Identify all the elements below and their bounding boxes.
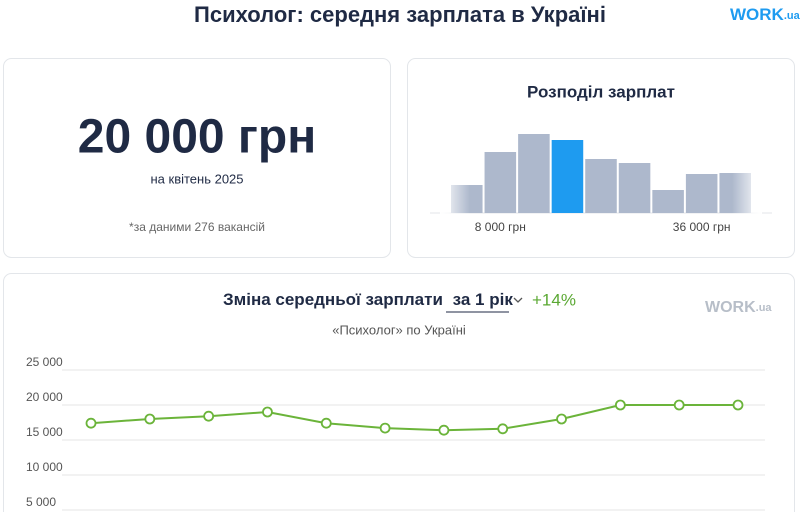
logo-watermark: WORK.ua: [705, 299, 772, 316]
bar: [685, 174, 718, 213]
y-tick-label: 5 000: [26, 495, 56, 509]
point: [497, 423, 509, 435]
salary-note: *за даними 276 вакансій: [129, 220, 265, 234]
summary-card: [3, 58, 391, 258]
y-tick-label: 25 000: [26, 355, 63, 369]
point: [144, 413, 156, 425]
trend-subtitle: «Психолог» по Україні: [332, 322, 466, 337]
logo-text: WORK: [705, 299, 756, 316]
bar: [618, 163, 651, 213]
logo-text: WORK: [730, 5, 785, 24]
point: [203, 410, 215, 422]
bar: [585, 159, 617, 213]
y-tick-label: 15 000: [26, 425, 63, 439]
point: [320, 417, 332, 429]
trend-change: +14%: [532, 290, 576, 309]
logo[interactable]: WORK.ua: [730, 5, 800, 24]
point: [732, 399, 744, 411]
salary-date: на квітень 2025: [150, 171, 243, 186]
period-select[interactable]: за 1 рік: [453, 290, 514, 309]
y-tick-label: 20 000: [26, 390, 63, 404]
logo-suffix: .ua: [756, 302, 773, 314]
bar: [484, 152, 517, 213]
chevron[interactable]: [513, 297, 523, 303]
point: [85, 417, 97, 429]
x-tick-label: 36 000 грн: [673, 220, 731, 234]
point: [614, 399, 626, 411]
distribution-title: Розподіл зарплат: [527, 82, 675, 101]
bar: [652, 190, 684, 213]
point: [673, 399, 685, 411]
trend-title: Зміна середньої зарплати за 1 рік: [223, 290, 513, 309]
logo-suffix: .ua: [784, 10, 800, 22]
y-tick-label: 10 000: [26, 460, 63, 474]
salary-value: 20 000 грн: [78, 111, 316, 164]
point: [379, 422, 391, 434]
bar: [518, 134, 550, 213]
fade-left: [440, 120, 470, 214]
trend-title-text: Зміна середньої зарплати: [223, 290, 443, 309]
histogram: 8 000 грн 36 000 грн: [430, 134, 772, 234]
line: [90, 404, 738, 432]
x-tick-label: 8 000 грн: [475, 220, 526, 234]
bar: [551, 140, 584, 213]
trend-card: [3, 273, 795, 512]
page-title: Психолог: середня зарплата в Україні: [194, 2, 606, 27]
point: [262, 406, 273, 418]
line-chart: 5 000 10 000 15 000 20 000 25 000: [26, 355, 765, 511]
point: [556, 413, 567, 425]
fade-right: [732, 120, 762, 214]
point: [438, 424, 450, 436]
